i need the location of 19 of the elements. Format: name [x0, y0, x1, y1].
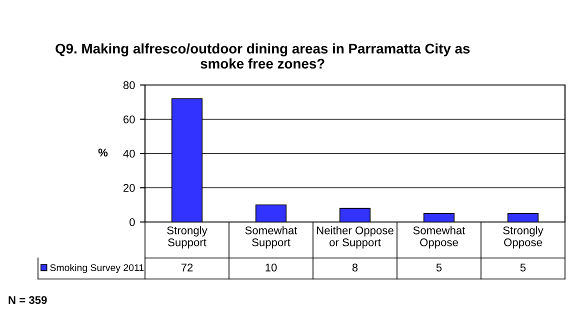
x-tick-label: Neither Oppose or Support: [317, 226, 394, 248]
text: N = 359: [8, 296, 47, 304]
y-tick-label: 0: [130, 218, 135, 226]
x-tick-label: Somewhat Support: [245, 226, 298, 248]
y-tick-label: 60: [123, 116, 135, 124]
y-tick-label: 40: [123, 150, 135, 158]
data-label: 5: [436, 264, 442, 272]
data-label: 8: [352, 264, 358, 272]
data-label: 5: [520, 264, 526, 272]
data-label: 10: [266, 264, 277, 272]
y-tick-label: 80: [123, 81, 135, 90]
x-tick-label: Strongly Support: [167, 226, 208, 248]
x-tick-label: Somewhat Oppose: [413, 226, 466, 248]
data-label: 72: [181, 264, 193, 272]
x-tick-label: Strongly Oppose: [503, 226, 544, 248]
y-axis-title: %: [98, 148, 108, 156]
y-tick-label: 20: [123, 184, 135, 192]
legend-label: Smoking Survey 2011: [50, 264, 144, 274]
chart-title: Q9. Making alfresco/outdoor dining areas in Parramatta City as smoke free zones?: [56, 43, 470, 69]
